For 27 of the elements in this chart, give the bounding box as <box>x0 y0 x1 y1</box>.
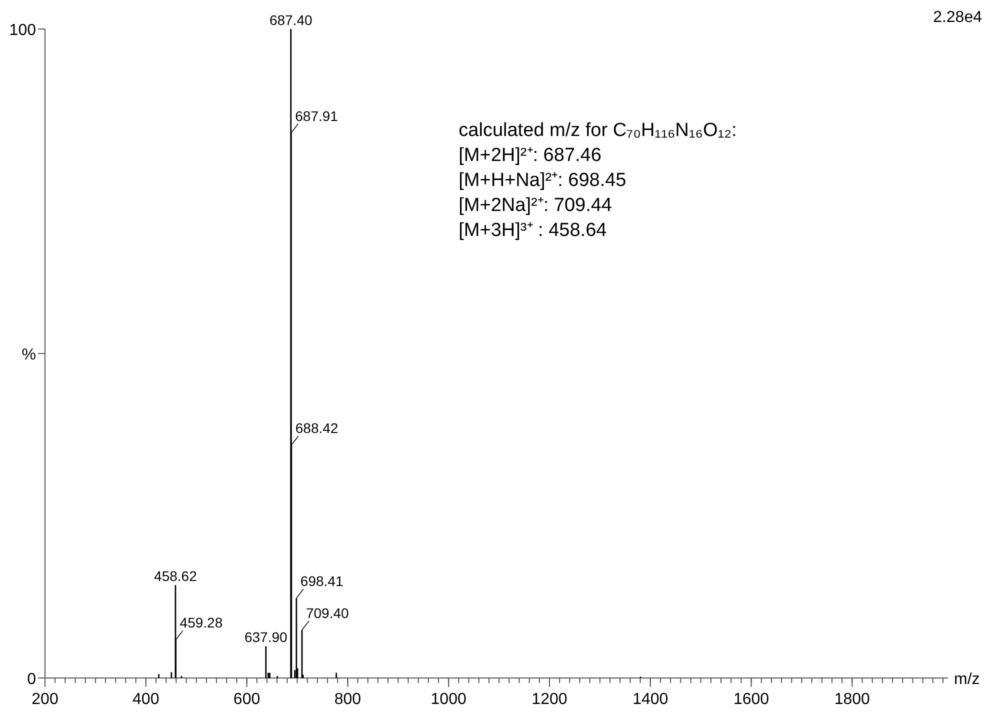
annotation: [M+2H]²⁺: 687.46 <box>458 145 602 166</box>
x-tick-label: 1000 <box>430 691 466 708</box>
x-tick-label: 1600 <box>733 691 770 708</box>
annotation: calculated m/z for C₇₀H₁₁₆N₁₆O₁₂: <box>458 120 737 142</box>
annotation: 687.40 <box>269 12 312 28</box>
x-tick-label: 1400 <box>632 691 668 708</box>
y-tick-label: 0 <box>27 671 36 688</box>
x-tick-label: 600 <box>233 691 260 708</box>
x-tick-label: 400 <box>132 691 160 708</box>
y-tick-label: 100 <box>9 22 36 39</box>
annotation: [M+2Na]²⁺: 709.44 <box>458 195 612 216</box>
x-axis-title: m/z <box>954 671 980 688</box>
annotation: 458.62 <box>154 568 198 584</box>
annotation: [M+3H]³⁺ : 458.64 <box>458 220 608 242</box>
text: 2.28e4 <box>933 9 982 26</box>
x-tick-label: 1800 <box>834 691 870 708</box>
x-tick-label: 800 <box>334 691 362 708</box>
annotation: 688.42 <box>295 420 338 436</box>
annotation: 709.40 <box>306 604 350 621</box>
annotation: 637.90 <box>244 629 288 646</box>
x-tick-label: 200 <box>32 691 58 708</box>
annotation: 687.91 <box>295 108 338 124</box>
annotation: [M+H+Na]²⁺: 698.45 <box>458 170 626 192</box>
annotation: 459.28 <box>180 614 223 631</box>
annotation: 698.41 <box>300 573 344 590</box>
x-tick-label: 1200 <box>532 691 568 708</box>
y-axis-title: % <box>22 346 36 364</box>
